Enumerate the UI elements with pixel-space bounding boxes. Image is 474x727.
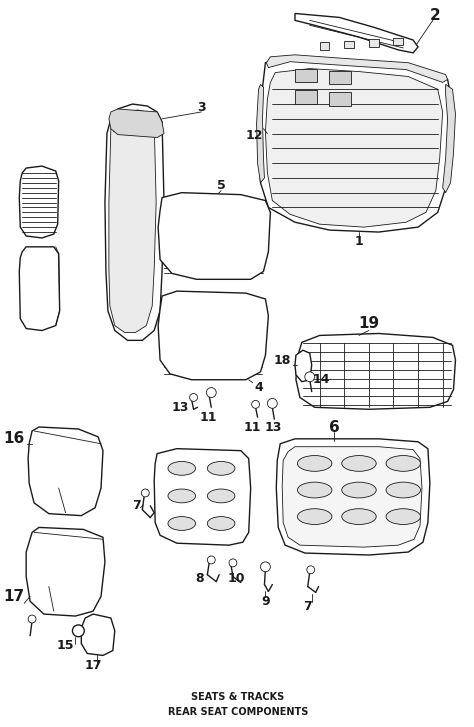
- Polygon shape: [296, 334, 456, 409]
- Polygon shape: [109, 109, 164, 137]
- Text: 11: 11: [244, 420, 261, 433]
- Text: 8: 8: [195, 572, 204, 585]
- Bar: [344, 41, 354, 49]
- Text: 4: 4: [254, 381, 263, 394]
- Text: REAR SEAT COMPONENTS: REAR SEAT COMPONENTS: [168, 707, 308, 717]
- Circle shape: [207, 556, 215, 564]
- Text: 14: 14: [313, 373, 330, 386]
- Text: 13: 13: [171, 401, 189, 414]
- Polygon shape: [295, 14, 418, 53]
- Text: 1: 1: [355, 236, 364, 249]
- Polygon shape: [265, 68, 443, 227]
- Text: 16: 16: [4, 431, 25, 446]
- Polygon shape: [82, 614, 115, 656]
- Ellipse shape: [386, 482, 420, 498]
- Circle shape: [305, 372, 315, 382]
- Text: 19: 19: [358, 316, 379, 331]
- FancyBboxPatch shape: [295, 90, 317, 104]
- Circle shape: [73, 625, 84, 637]
- Circle shape: [267, 398, 277, 409]
- Circle shape: [252, 401, 260, 409]
- Ellipse shape: [168, 489, 196, 503]
- Circle shape: [28, 615, 36, 623]
- Ellipse shape: [342, 456, 376, 471]
- Text: 17: 17: [84, 659, 102, 672]
- Polygon shape: [266, 55, 447, 82]
- Polygon shape: [28, 427, 103, 515]
- Ellipse shape: [342, 482, 376, 498]
- Polygon shape: [295, 350, 312, 382]
- Text: 13: 13: [264, 420, 282, 433]
- Polygon shape: [158, 193, 270, 279]
- Ellipse shape: [298, 509, 332, 524]
- Circle shape: [190, 393, 198, 401]
- Text: 2: 2: [429, 8, 440, 23]
- Text: 5: 5: [217, 180, 226, 192]
- Polygon shape: [443, 84, 456, 193]
- Text: 9: 9: [261, 595, 270, 608]
- Ellipse shape: [386, 509, 420, 524]
- Polygon shape: [256, 84, 264, 182]
- Ellipse shape: [168, 517, 196, 531]
- Circle shape: [307, 566, 315, 574]
- Polygon shape: [282, 446, 422, 547]
- Text: 10: 10: [227, 572, 245, 585]
- Text: 7: 7: [303, 600, 312, 613]
- Bar: [393, 38, 403, 46]
- Ellipse shape: [168, 462, 196, 475]
- Ellipse shape: [207, 489, 235, 503]
- Circle shape: [261, 562, 270, 571]
- Text: SEATS & TRACKS: SEATS & TRACKS: [191, 692, 284, 702]
- Polygon shape: [105, 104, 164, 340]
- Ellipse shape: [298, 456, 332, 471]
- Polygon shape: [26, 527, 105, 616]
- Ellipse shape: [342, 509, 376, 524]
- Polygon shape: [158, 291, 268, 379]
- Text: 12: 12: [246, 129, 264, 142]
- Bar: [319, 42, 329, 50]
- Text: 7: 7: [132, 499, 141, 513]
- FancyBboxPatch shape: [329, 71, 351, 84]
- Ellipse shape: [386, 456, 420, 471]
- Ellipse shape: [298, 482, 332, 498]
- Ellipse shape: [207, 462, 235, 475]
- Circle shape: [206, 387, 216, 398]
- Polygon shape: [258, 57, 453, 232]
- Bar: [369, 39, 379, 47]
- Text: 3: 3: [197, 100, 206, 113]
- Text: 15: 15: [57, 639, 74, 652]
- Polygon shape: [19, 166, 59, 238]
- Polygon shape: [109, 110, 156, 332]
- Circle shape: [141, 489, 149, 497]
- FancyBboxPatch shape: [329, 92, 351, 106]
- Polygon shape: [276, 439, 430, 555]
- Polygon shape: [19, 247, 60, 331]
- Text: 18: 18: [273, 353, 291, 366]
- Ellipse shape: [207, 517, 235, 531]
- Polygon shape: [154, 449, 251, 545]
- FancyBboxPatch shape: [295, 68, 317, 82]
- Text: 17: 17: [4, 589, 25, 604]
- Text: 6: 6: [329, 419, 340, 435]
- Text: 11: 11: [200, 411, 217, 424]
- Circle shape: [229, 559, 237, 567]
